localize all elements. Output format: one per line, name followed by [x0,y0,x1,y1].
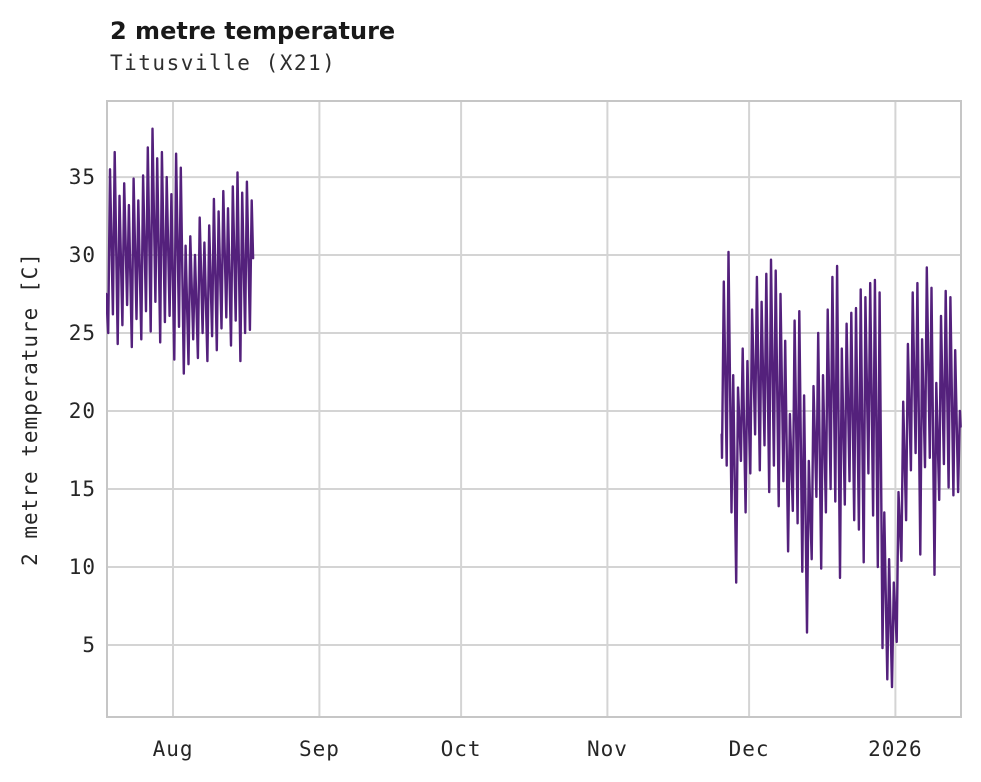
temperature-line-group [106,127,962,689]
temperature-line-segment [106,127,255,375]
y-tick-label: 15 [68,477,96,502]
x-tick-label: Oct [440,737,482,761]
y-tick-label: 10 [68,555,96,579]
y-tick-label: 25 [68,321,96,346]
plot-area [106,100,962,718]
y-tick-label: 30 [68,243,96,268]
chart-subtitle: Titusville (X21) [110,51,337,75]
y-tick-label: 35 [68,165,96,190]
plot-border-spine [106,100,962,718]
x-tick-label: Aug [152,737,194,761]
y-tick-label: 20 [68,399,96,424]
y-tick-label: 5 [82,633,96,657]
x-tick-label: 2026 [868,737,923,761]
x-tick-label: Sep [298,737,340,761]
temperature-line-segment [720,250,962,689]
x-tick-label: Dec [728,737,770,761]
x-tick-label: Nov [586,737,628,761]
chart-title: 2 metre temperature [110,17,396,45]
